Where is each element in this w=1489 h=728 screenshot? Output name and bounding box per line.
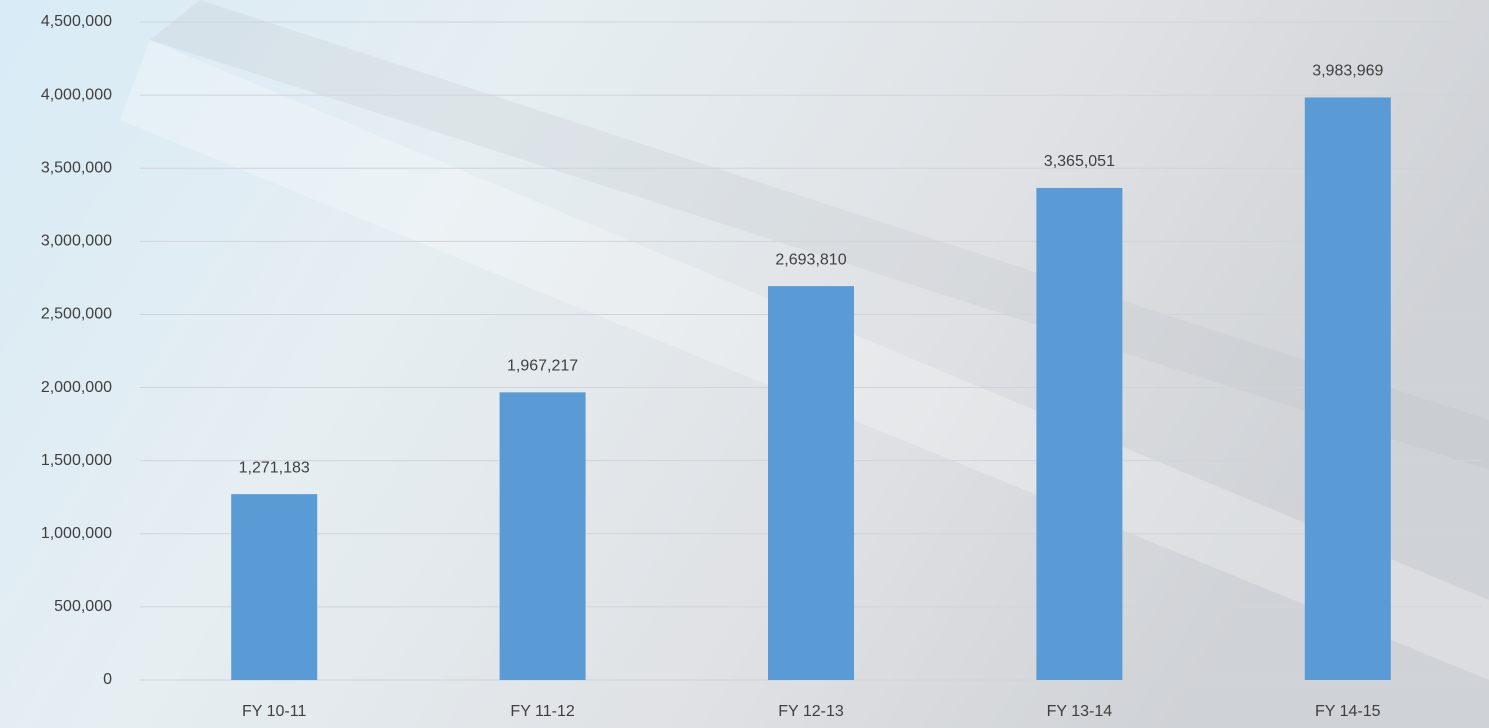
y-tick-label: 4,500,000 [41, 13, 112, 30]
y-tick-label: 1,000,000 [41, 525, 112, 542]
data-label: 3,365,051 [1044, 153, 1115, 170]
x-tick-label: FY 14-15 [1315, 703, 1381, 720]
bar [1305, 97, 1391, 680]
data-label: 2,693,810 [775, 251, 846, 268]
x-tick-label: FY 13-14 [1047, 703, 1113, 720]
y-tick-label: 4,000,000 [41, 86, 112, 103]
x-tick-label: FY 12-13 [778, 703, 844, 720]
bar [768, 286, 854, 680]
y-tick-label: 3,000,000 [41, 233, 112, 250]
data-label: 1,967,217 [507, 358, 578, 375]
y-tick-label: 2,000,000 [41, 379, 112, 396]
page: {"chart_data": {"type": "bar", "categori… [0, 0, 1489, 728]
bar [500, 392, 586, 680]
y-tick-label: 0 [103, 671, 112, 688]
chart: 0 500,000 1,000,000 1,500,000 2,000,000 2,500… [0, 0, 1489, 728]
x-tick-label: FY 10-11 [242, 703, 306, 720]
data-label: 1,271,183 [239, 459, 310, 476]
y-tick-label: 3,500,000 [41, 159, 112, 176]
y-tick-label: 2,500,000 [41, 306, 112, 323]
bar [1036, 188, 1122, 680]
x-tick-label: FY 11-12 [510, 703, 574, 720]
data-label: 3,983,969 [1312, 63, 1383, 80]
bar [231, 494, 317, 680]
y-tick-label: 1,500,000 [41, 452, 112, 469]
y-tick-label: 500,000 [54, 598, 112, 615]
